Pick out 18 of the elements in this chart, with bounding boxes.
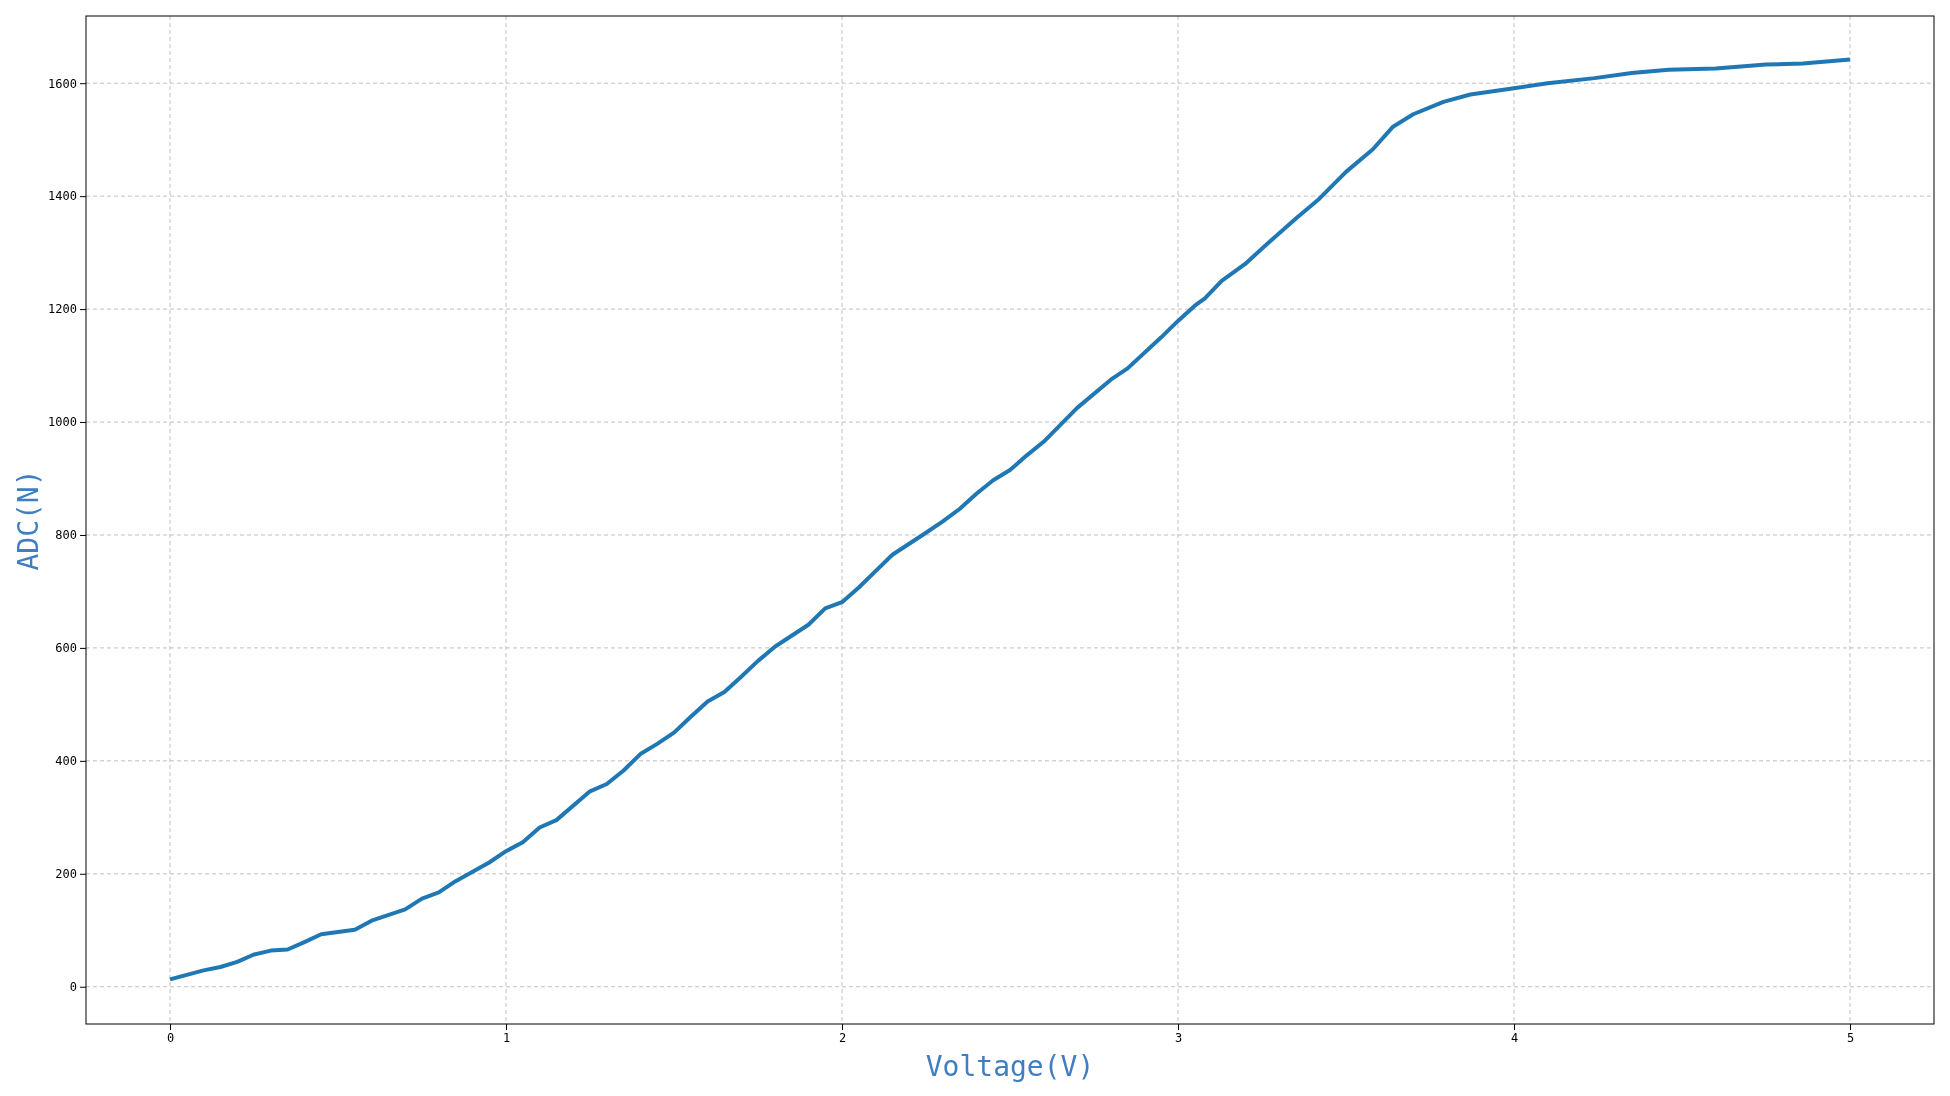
line-series — [168, 57, 1852, 982]
x-tick-label: 4 — [1510, 1030, 1519, 1045]
y-tick-label: 1400 — [48, 189, 77, 204]
y-tick-label: 0 — [69, 980, 77, 995]
x-tick-label: 1 — [502, 1030, 511, 1045]
y-tick-label: 600 — [55, 641, 77, 656]
y-tick-label: 1000 — [48, 415, 77, 430]
y-tick-label: 400 — [55, 754, 77, 769]
y-tick-label: 200 — [55, 867, 77, 882]
y-tick-label: 1200 — [48, 302, 77, 317]
x-tick-label: 0 — [166, 1030, 175, 1045]
x-tick-label: 2 — [838, 1030, 847, 1045]
y-tick-label: 800 — [55, 528, 77, 543]
x-tick-label: 3 — [1174, 1030, 1183, 1045]
x-tick-label: 5 — [1846, 1030, 1855, 1045]
y-tick-label: 1600 — [48, 76, 77, 91]
y-axis-title: ADC(N) — [12, 469, 45, 571]
x-axis-title: Voltage(V) — [925, 1050, 1095, 1083]
